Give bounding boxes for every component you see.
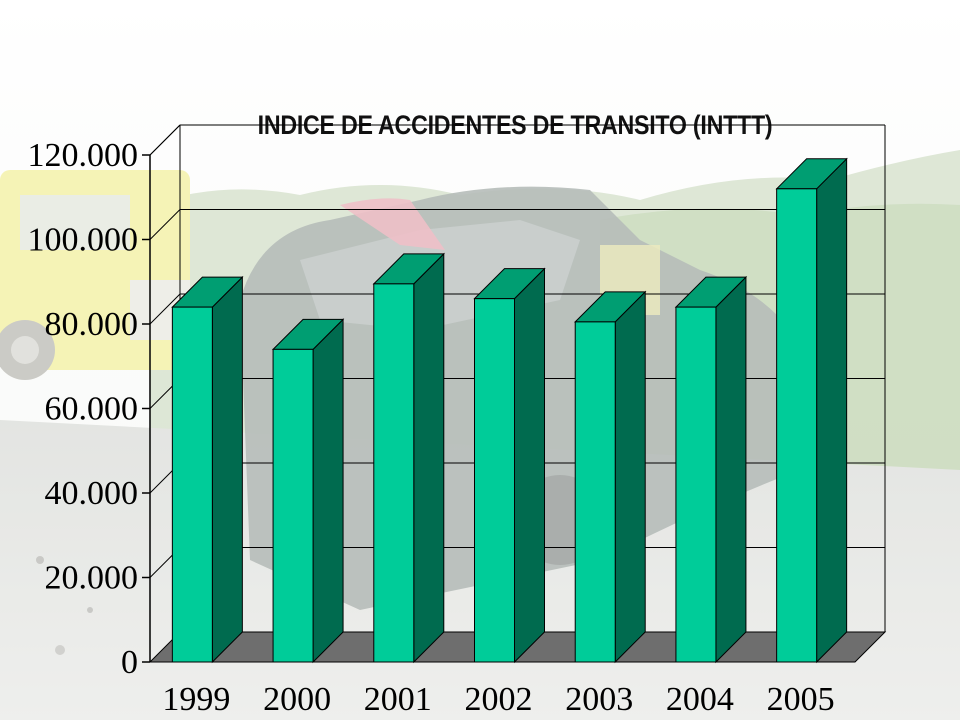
x-tick-label: 1999 [162, 681, 230, 718]
x-tick-label: 2002 [465, 681, 533, 718]
y-tick-label: 100.000 [28, 222, 139, 259]
gridline-side [149, 293, 181, 325]
y-tick-label: 120.000 [28, 137, 139, 174]
bar-side-2005 [816, 157, 848, 664]
y-tick-label: 80.000 [45, 306, 139, 343]
x-tick-label: 2004 [666, 681, 734, 718]
x-tick-label: 2001 [364, 681, 432, 718]
bar-2001 [373, 283, 415, 663]
y-tick-label: 40.000 [45, 475, 139, 512]
y-tick-label: 0 [121, 644, 138, 681]
bar-side-2001 [413, 252, 445, 664]
gridline-side [149, 124, 181, 156]
bar-2004 [675, 306, 717, 663]
bar-side-1999 [211, 275, 243, 664]
bar-side-2003 [614, 290, 646, 664]
bar-1999 [171, 306, 213, 663]
bar-2000 [272, 348, 314, 663]
gridline-side [149, 209, 181, 240]
y-tick-label: 60.000 [45, 391, 139, 428]
x-tick-label: 2005 [767, 681, 835, 718]
bar-side-2002 [514, 267, 545, 664]
x-tick-label: 2003 [565, 681, 633, 718]
y-tick-label: 20.000 [45, 560, 139, 597]
bar-side-2000 [312, 318, 344, 664]
bar-side-2004 [715, 275, 747, 664]
bar-2005 [776, 188, 818, 663]
bar-2003 [574, 321, 616, 663]
x-tick-label: 2000 [263, 681, 331, 718]
bar-2002 [474, 298, 515, 663]
